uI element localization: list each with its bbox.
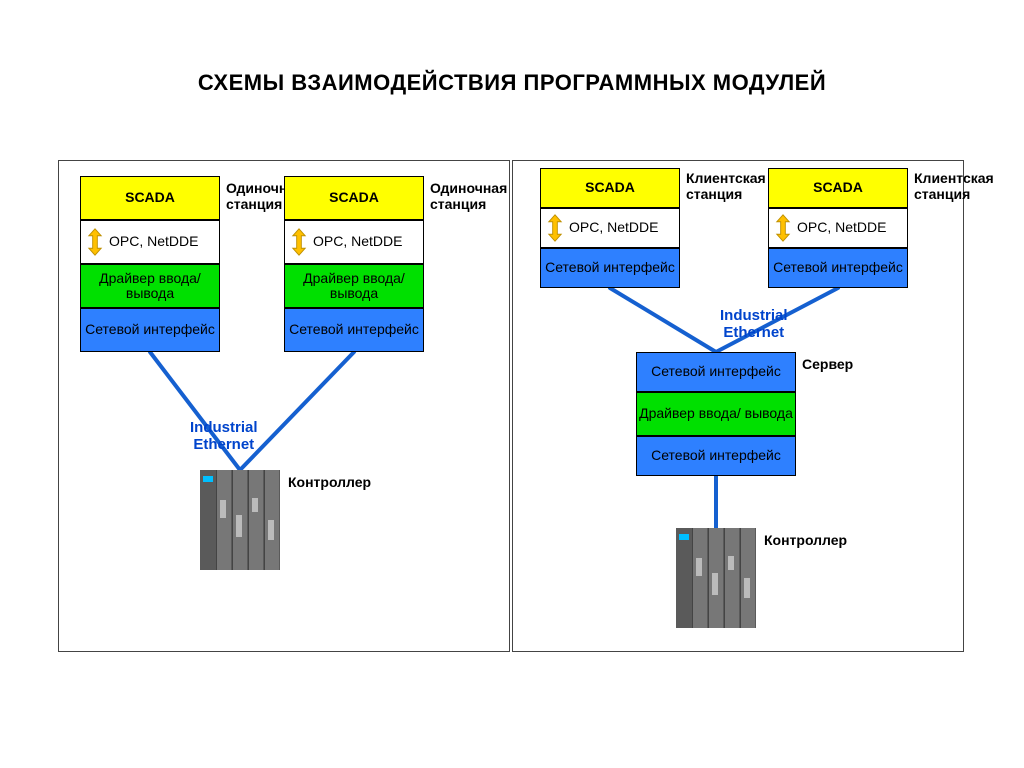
- controller-mark: [696, 558, 702, 576]
- page-title: СХЕМЫ ВЗАИМОДЕЙСТВИЯ ПРОГРАММНЫХ МОДУЛЕЙ: [0, 70, 1024, 96]
- right-server-box-netif-text: Сетевой интерфейс: [651, 364, 781, 379]
- left-station-1-box-netif: Сетевой интерфейс: [284, 308, 424, 352]
- bidir-arrow-icon: [547, 214, 563, 242]
- right-station-0-box-netif-text: Сетевой интерфейс: [545, 260, 675, 275]
- left-station-0-box-driver-text: Драйвер ввода/ вывода: [81, 271, 219, 302]
- right-station-1-box-netif-text: Сетевой интерфейс: [773, 260, 903, 275]
- controller-led: [203, 476, 213, 482]
- left-station-1-box-opc: OPC, NetDDE: [284, 220, 424, 264]
- left-station-0-box-netif: Сетевой интерфейс: [80, 308, 220, 352]
- controller-slot: [692, 528, 707, 628]
- right-server-box-driver-text: Драйвер ввода/ вывода: [639, 406, 793, 421]
- right-server: Сетевой интерфейс Драйвер ввода/ вывода Се…: [636, 352, 796, 476]
- right-server-box-netif: Сетевой интерфейс: [636, 352, 796, 392]
- left-station-0-box-scada: SCADA: [80, 176, 220, 220]
- bidir-arrow-icon: [87, 228, 103, 256]
- controller-slot: [724, 528, 739, 628]
- right-station-1-box-scada: SCADA: [768, 168, 908, 208]
- right-station-1-box-scada-text: SCADA: [813, 180, 863, 195]
- left-station-0-box-opc: OPC, NetDDE: [80, 220, 220, 264]
- right-station-1-box-opc-text: OPC, NetDDE: [797, 220, 886, 235]
- right-server-box-driver: Драйвер ввода/ вывода: [636, 392, 796, 436]
- controller-mark: [236, 515, 242, 537]
- right-station-1-label: Клиентская станция: [914, 170, 1014, 202]
- left-network-label: IndustrialEthernet: [190, 420, 258, 453]
- controller-mark: [712, 573, 718, 595]
- left-station-1-box-driver-text: Драйвер ввода/ вывода: [285, 271, 423, 302]
- controller-mark: [220, 500, 226, 518]
- left-station-1-box-netif-text: Сетевой интерфейс: [289, 322, 419, 337]
- bidir-arrow-icon: [775, 214, 791, 242]
- controller-mark: [252, 498, 258, 512]
- right-station-0-box-scada: SCADA: [540, 168, 680, 208]
- left-station-1-box-opc-text: OPC, NetDDE: [313, 234, 402, 249]
- left-station-0-box-opc-text: OPC, NetDDE: [109, 234, 198, 249]
- left-controller-device: [200, 470, 280, 570]
- left-controller-label: Контроллер: [288, 474, 371, 490]
- left-station-1-box-scada-text: SCADA: [329, 190, 379, 205]
- right-station-0-box-scada-text: SCADA: [585, 180, 635, 195]
- right-station-0: SCADA OPC, NetDDE Сетевой интерфейс: [540, 168, 680, 288]
- controller-slot: [216, 470, 231, 570]
- right-controller-label: Контроллер: [764, 532, 847, 548]
- left-station-0-box-scada-text: SCADA: [125, 190, 175, 205]
- left-station-0: SCADA OPC, NetDDE Драйвер ввода/ вывода Се…: [80, 176, 220, 352]
- right-station-0-box-netif: Сетевой интерфейс: [540, 248, 680, 288]
- right-station-1-box-opc: OPC, NetDDE: [768, 208, 908, 248]
- page: СХЕМЫ ВЗАИМОДЕЙСТВИЯ ПРОГРАММНЫХ МОДУЛЕЙ…: [0, 0, 1024, 768]
- controller-mark: [728, 556, 734, 570]
- right-server-box-netif: Сетевой интерфейс: [636, 436, 796, 476]
- left-station-1-box-driver: Драйвер ввода/ вывода: [284, 264, 424, 308]
- controller-mark: [744, 578, 750, 598]
- left-station-0-box-netif-text: Сетевой интерфейс: [85, 322, 215, 337]
- left-station-1-label: Одиночная станция: [430, 180, 530, 212]
- left-station-0-box-driver: Драйвер ввода/ вывода: [80, 264, 220, 308]
- right-station-1-box-netif: Сетевой интерфейс: [768, 248, 908, 288]
- controller-slot: [248, 470, 263, 570]
- controller-led: [679, 534, 689, 540]
- right-server-box-netif-text: Сетевой интерфейс: [651, 448, 781, 463]
- left-station-1-box-scada: SCADA: [284, 176, 424, 220]
- controller-mark: [268, 520, 274, 540]
- left-station-1: SCADA OPC, NetDDE Драйвер ввода/ вывода Се…: [284, 176, 424, 352]
- right-server-label: Сервер: [802, 356, 902, 372]
- right-station-0-box-opc-text: OPC, NetDDE: [569, 220, 658, 235]
- right-controller-device: [676, 528, 756, 628]
- bidir-arrow-icon: [291, 228, 307, 256]
- right-station-0-box-opc: OPC, NetDDE: [540, 208, 680, 248]
- right-network-label: IndustrialEthernet: [720, 308, 788, 341]
- right-station-1: SCADA OPC, NetDDE Сетевой интерфейс: [768, 168, 908, 288]
